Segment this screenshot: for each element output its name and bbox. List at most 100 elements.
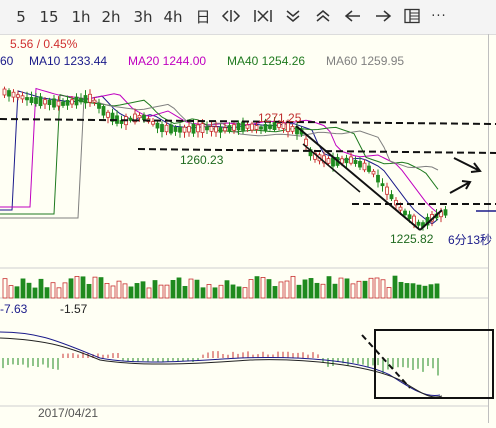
- candle-body: [236, 122, 241, 131]
- volume-bar: [38, 278, 44, 299]
- volume-bar: [428, 284, 434, 299]
- candle-body: [29, 97, 34, 103]
- period-day-button[interactable]: 日: [195, 8, 211, 26]
- ma-period-first: 60: [0, 54, 14, 68]
- volume-bar: [254, 276, 260, 299]
- volume-bar: [62, 282, 68, 299]
- ma-legend: 60 MA10 1233.44 MA20 1244.00 MA40 1254.2…: [0, 52, 496, 70]
- more-icon[interactable]: ···: [431, 9, 447, 24]
- low-price-label: 1225.82: [390, 232, 434, 246]
- volume-bar: [236, 286, 242, 299]
- candle-body: [16, 94, 20, 98]
- volume-bar: [194, 279, 200, 299]
- volume-bar: [296, 284, 302, 299]
- candle-body: [403, 210, 407, 216]
- candle-body: [128, 117, 133, 121]
- period-3h-button[interactable]: 3h: [133, 8, 153, 26]
- volume-bar: [170, 279, 176, 299]
- candle-body: [371, 170, 376, 175]
- volume-bar: [212, 287, 218, 299]
- volume-bar: [308, 278, 314, 299]
- chevron-up-double-icon[interactable]: [312, 6, 334, 28]
- candle-body: [407, 214, 412, 219]
- candle-body: [263, 124, 268, 131]
- period-toolbar: 5 15 1h 2h 3h 4h 日 ···: [0, 0, 496, 35]
- zoom-fit-icon[interactable]: [252, 6, 274, 28]
- volume-bar: [302, 279, 308, 299]
- volume-bar: [68, 278, 74, 299]
- candle-body: [385, 186, 389, 195]
- volume-bar: [266, 279, 272, 299]
- countdown-timer: 6分13秒: [448, 233, 493, 247]
- volume-bar: [134, 283, 140, 299]
- period-1h-button[interactable]: 1h: [71, 8, 91, 26]
- candlesticks: [2, 86, 448, 231]
- volume-bar: [122, 283, 128, 299]
- arrow-left-icon[interactable]: [342, 6, 364, 28]
- arrow-right-up: [449, 180, 472, 194]
- chevron-down-double-icon[interactable]: [282, 6, 304, 28]
- candle-body: [178, 127, 182, 133]
- candle-body: [160, 124, 164, 133]
- candle-body: [322, 155, 326, 164]
- candle-body: [281, 122, 286, 129]
- candle-body: [137, 115, 142, 119]
- period-4h-button[interactable]: 4h: [163, 8, 183, 26]
- volume-bar: [278, 281, 284, 299]
- candle-body: [416, 221, 421, 226]
- volume-bar: [128, 286, 134, 299]
- highlight-box: [374, 329, 494, 399]
- candle-body: [218, 127, 223, 133]
- kline-chart-area[interactable]: 1271.25 1260.23 1225.82 6分13秒 -7.63 -1.5…: [0, 70, 496, 423]
- volume-bar: [338, 277, 344, 299]
- volume-bar: [56, 287, 62, 299]
- volume-bar: [188, 278, 194, 299]
- volume-bar: [326, 276, 332, 299]
- candle-body: [133, 113, 137, 123]
- candle-body: [79, 97, 83, 103]
- arrow-right-icon[interactable]: [372, 6, 394, 28]
- volume-bar: [74, 276, 80, 299]
- candle-body: [11, 91, 16, 98]
- volume-bar: [158, 284, 164, 299]
- candle-body: [349, 156, 353, 164]
- volume-bar: [320, 283, 326, 299]
- volume-bar: [284, 280, 290, 299]
- volume-bar: [290, 275, 296, 299]
- period-15-button[interactable]: 15: [39, 8, 59, 26]
- period-2h-button[interactable]: 2h: [101, 8, 121, 26]
- candle-body: [38, 96, 43, 107]
- candle-body: [164, 124, 169, 133]
- candle-body: [83, 95, 88, 104]
- volume-bar: [230, 284, 236, 299]
- candle-body: [443, 209, 448, 216]
- macd-dashed-trend: [361, 334, 411, 389]
- volume-bar: [398, 281, 404, 299]
- volume-bar: [218, 284, 224, 299]
- macd-dea-line: [0, 337, 443, 398]
- mid-price-label: 1260.23: [180, 153, 224, 167]
- volume-bar: [248, 279, 254, 299]
- candle-body: [47, 99, 52, 106]
- date-axis-label: 2017/04/21: [38, 406, 99, 420]
- volume-bar: [44, 287, 50, 299]
- candle-body: [88, 93, 92, 103]
- layout-panel-icon[interactable]: [401, 6, 423, 28]
- candle-body: [223, 127, 227, 132]
- candle-body: [241, 121, 245, 131]
- period-5-button[interactable]: 5: [16, 8, 26, 26]
- zoom-in-out-icon[interactable]: [220, 6, 242, 28]
- volume-bar: [392, 275, 398, 299]
- volume-bar: [410, 283, 416, 299]
- volume-bar: [362, 280, 368, 299]
- volume-bar: [182, 285, 188, 299]
- volume-bar: [50, 282, 56, 299]
- candle-body: [61, 101, 65, 106]
- macd-value-2: -1.57: [60, 302, 88, 316]
- volume-bar: [86, 283, 92, 299]
- candle-body: [344, 157, 349, 164]
- volume-bar: [422, 285, 428, 299]
- candle-body: [254, 125, 259, 130]
- candle-body: [191, 124, 196, 134]
- volume-bar: [110, 285, 116, 299]
